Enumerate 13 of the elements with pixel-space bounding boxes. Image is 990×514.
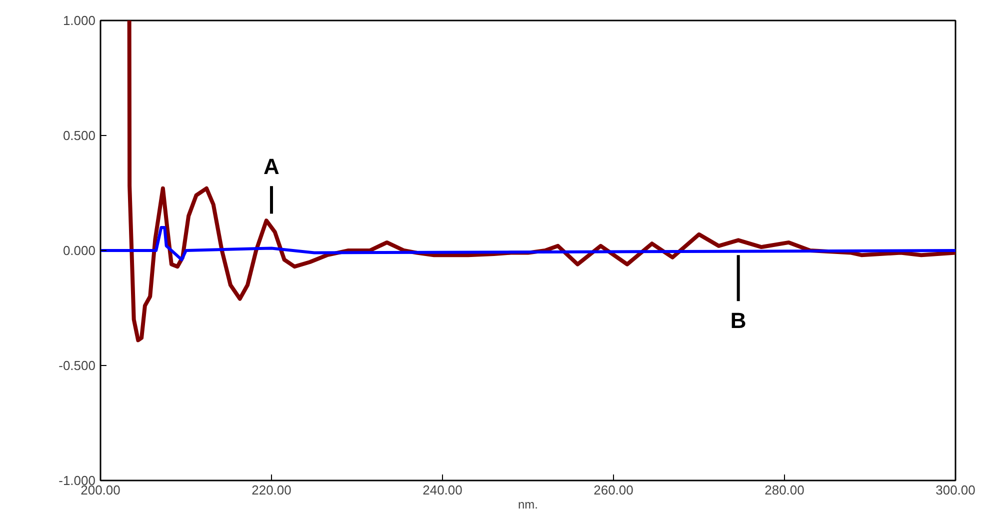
x-tick-label: 280.00: [764, 482, 804, 498]
annotation: B: [730, 308, 746, 333]
x-tick-label: 240.00: [422, 482, 462, 498]
y-tick-label: 0.500: [62, 128, 96, 143]
x-tick-label: 260.00: [594, 482, 634, 498]
line-series: [100, 226, 956, 262]
y-tick-label: 0.000: [62, 243, 96, 258]
x-tick-label: 300.00: [936, 482, 976, 498]
x-tick-label: 220.00: [252, 482, 292, 498]
x-axis-title: nm.: [518, 498, 538, 512]
y-tick-label: 1.000: [62, 13, 96, 28]
y-tick-label: -0.500: [58, 358, 96, 373]
annotation: A: [264, 154, 280, 180]
